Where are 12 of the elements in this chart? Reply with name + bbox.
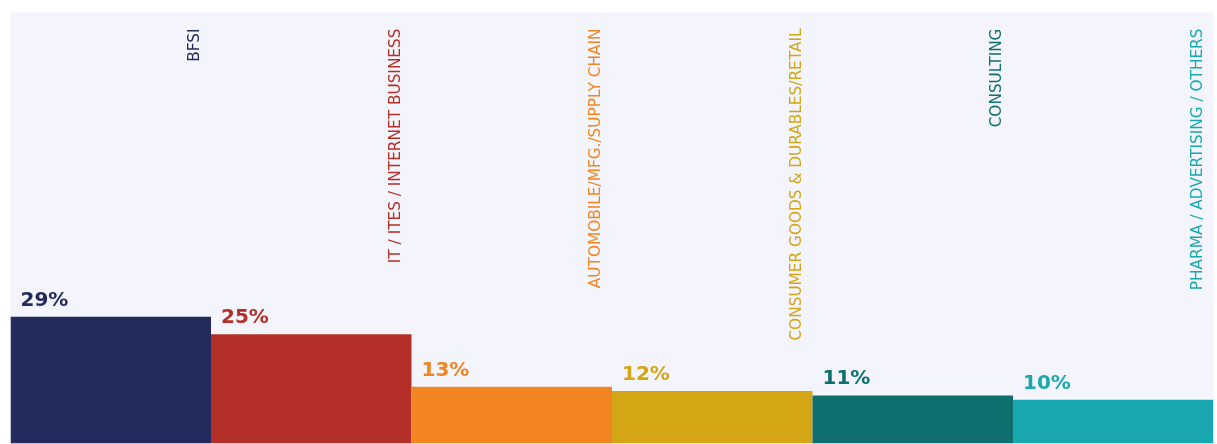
x-tick-label: BFSI bbox=[185, 28, 203, 62]
data-label: 25% bbox=[221, 304, 269, 329]
data-label: 12% bbox=[622, 361, 670, 386]
data-label: 10% bbox=[1023, 369, 1071, 394]
data-label: 13% bbox=[421, 356, 470, 381]
data-label: 29% bbox=[20, 286, 69, 311]
x-tick-label: IT / ITES / INTERNET BUSINESS bbox=[385, 28, 404, 264]
x-tick-label: AUTOMOBILE/MFG./SUPPLY CHAIN bbox=[586, 28, 604, 289]
x-tick-label: CONSULTING bbox=[987, 28, 1005, 128]
data-label: 11% bbox=[822, 365, 871, 390]
x-tick-label: CONSUMER GOODS & DURABLES/RETAIL bbox=[786, 28, 805, 341]
x-tick-label: PHARMA / ADVERTISING / OTHERS bbox=[1187, 28, 1206, 291]
